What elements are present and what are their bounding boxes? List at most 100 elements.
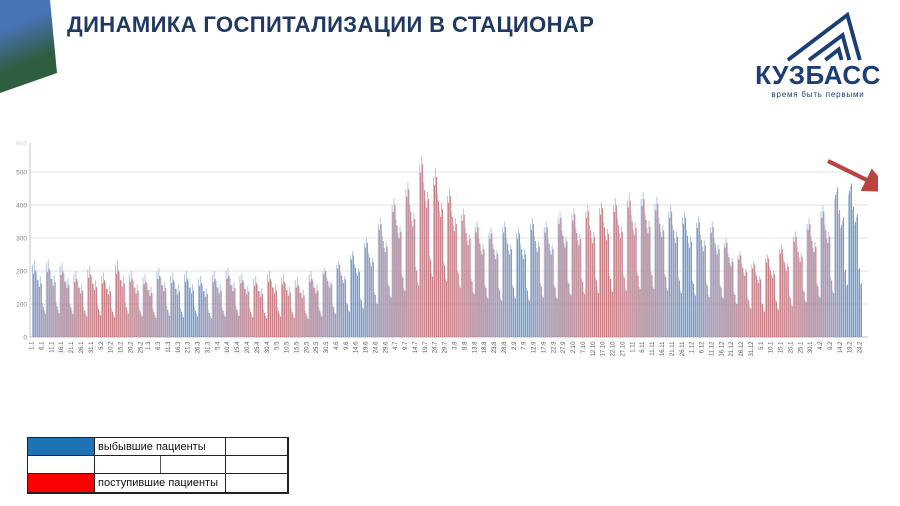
bar [38, 286, 40, 337]
bar [666, 287, 668, 337]
bar [329, 287, 331, 337]
bar [111, 308, 112, 337]
bar [825, 230, 827, 337]
bar [815, 246, 817, 337]
bar [388, 286, 390, 337]
corner-shape [0, 0, 57, 93]
bar [127, 313, 129, 337]
bar [702, 251, 704, 337]
bar [501, 300, 503, 337]
x-axis-label: 4.7 [393, 341, 399, 350]
bar [773, 271, 774, 337]
bar [729, 262, 731, 338]
bar [708, 297, 710, 337]
bar [403, 288, 405, 337]
bar [60, 275, 62, 337]
bar [241, 272, 243, 337]
bar [32, 273, 34, 337]
bar [222, 310, 224, 337]
bar [429, 255, 431, 337]
bar [236, 309, 238, 337]
bar [342, 279, 344, 337]
bar [201, 285, 203, 337]
bar [67, 277, 69, 337]
bar [196, 316, 198, 337]
bar [160, 277, 162, 337]
bar [745, 268, 747, 337]
bar [490, 228, 492, 337]
bar [820, 211, 822, 337]
bar [602, 208, 603, 337]
bar [382, 241, 384, 337]
x-axis-label: 16.1 [59, 341, 65, 353]
bar [860, 283, 862, 337]
bar [421, 155, 423, 337]
bar [331, 284, 333, 337]
bar [254, 285, 256, 337]
bar [364, 242, 365, 337]
bar [407, 181, 409, 337]
bar [392, 211, 394, 337]
y-axis-label: 300 [16, 235, 27, 242]
x-axis-label: 11.11 [650, 341, 656, 356]
bar [701, 246, 703, 337]
x-axis-label: 14.7 [413, 341, 419, 353]
bar [239, 275, 241, 337]
bar [712, 227, 714, 337]
bar [799, 261, 801, 337]
bar [514, 296, 516, 337]
bar [398, 238, 400, 337]
bar [541, 295, 543, 337]
bar [683, 223, 684, 337]
bar [775, 299, 776, 337]
bar [445, 277, 446, 337]
trend-arrow-icon [827, 159, 878, 192]
bar [151, 292, 153, 337]
bar [129, 281, 131, 337]
bar [821, 217, 823, 337]
bar [46, 272, 48, 337]
bar [186, 271, 187, 337]
bar [276, 290, 277, 337]
bar [727, 252, 729, 337]
bar [641, 206, 643, 337]
x-axis-label: 9.2 [828, 341, 834, 350]
bar [600, 214, 601, 337]
bar [714, 243, 716, 337]
bar [288, 286, 290, 337]
bar [806, 224, 808, 337]
bar [731, 257, 733, 337]
bar [635, 228, 637, 337]
bar [452, 225, 454, 337]
bar [693, 283, 694, 337]
bar [465, 233, 467, 337]
bar [565, 236, 567, 337]
bar [739, 251, 741, 337]
bar [143, 284, 145, 337]
bar [523, 259, 524, 337]
x-axis-label: 17.9 [541, 341, 547, 353]
bar [534, 241, 536, 337]
bar [399, 226, 401, 337]
bar [304, 310, 306, 337]
bar [447, 202, 449, 337]
bar [564, 247, 566, 337]
bar [336, 264, 338, 337]
bar [502, 227, 504, 337]
bar [255, 275, 257, 337]
bar [437, 193, 438, 337]
bar [696, 228, 698, 337]
bar [191, 293, 192, 337]
x-axis-label: 15.5 [294, 341, 300, 353]
bar [808, 218, 810, 337]
bar [703, 240, 705, 337]
bar [486, 296, 488, 337]
bar [374, 294, 376, 337]
bar [656, 196, 658, 338]
bar [200, 283, 202, 337]
bar [804, 300, 806, 337]
bar [440, 216, 441, 337]
bar [749, 307, 751, 337]
bar [855, 221, 856, 337]
bar [643, 199, 645, 337]
